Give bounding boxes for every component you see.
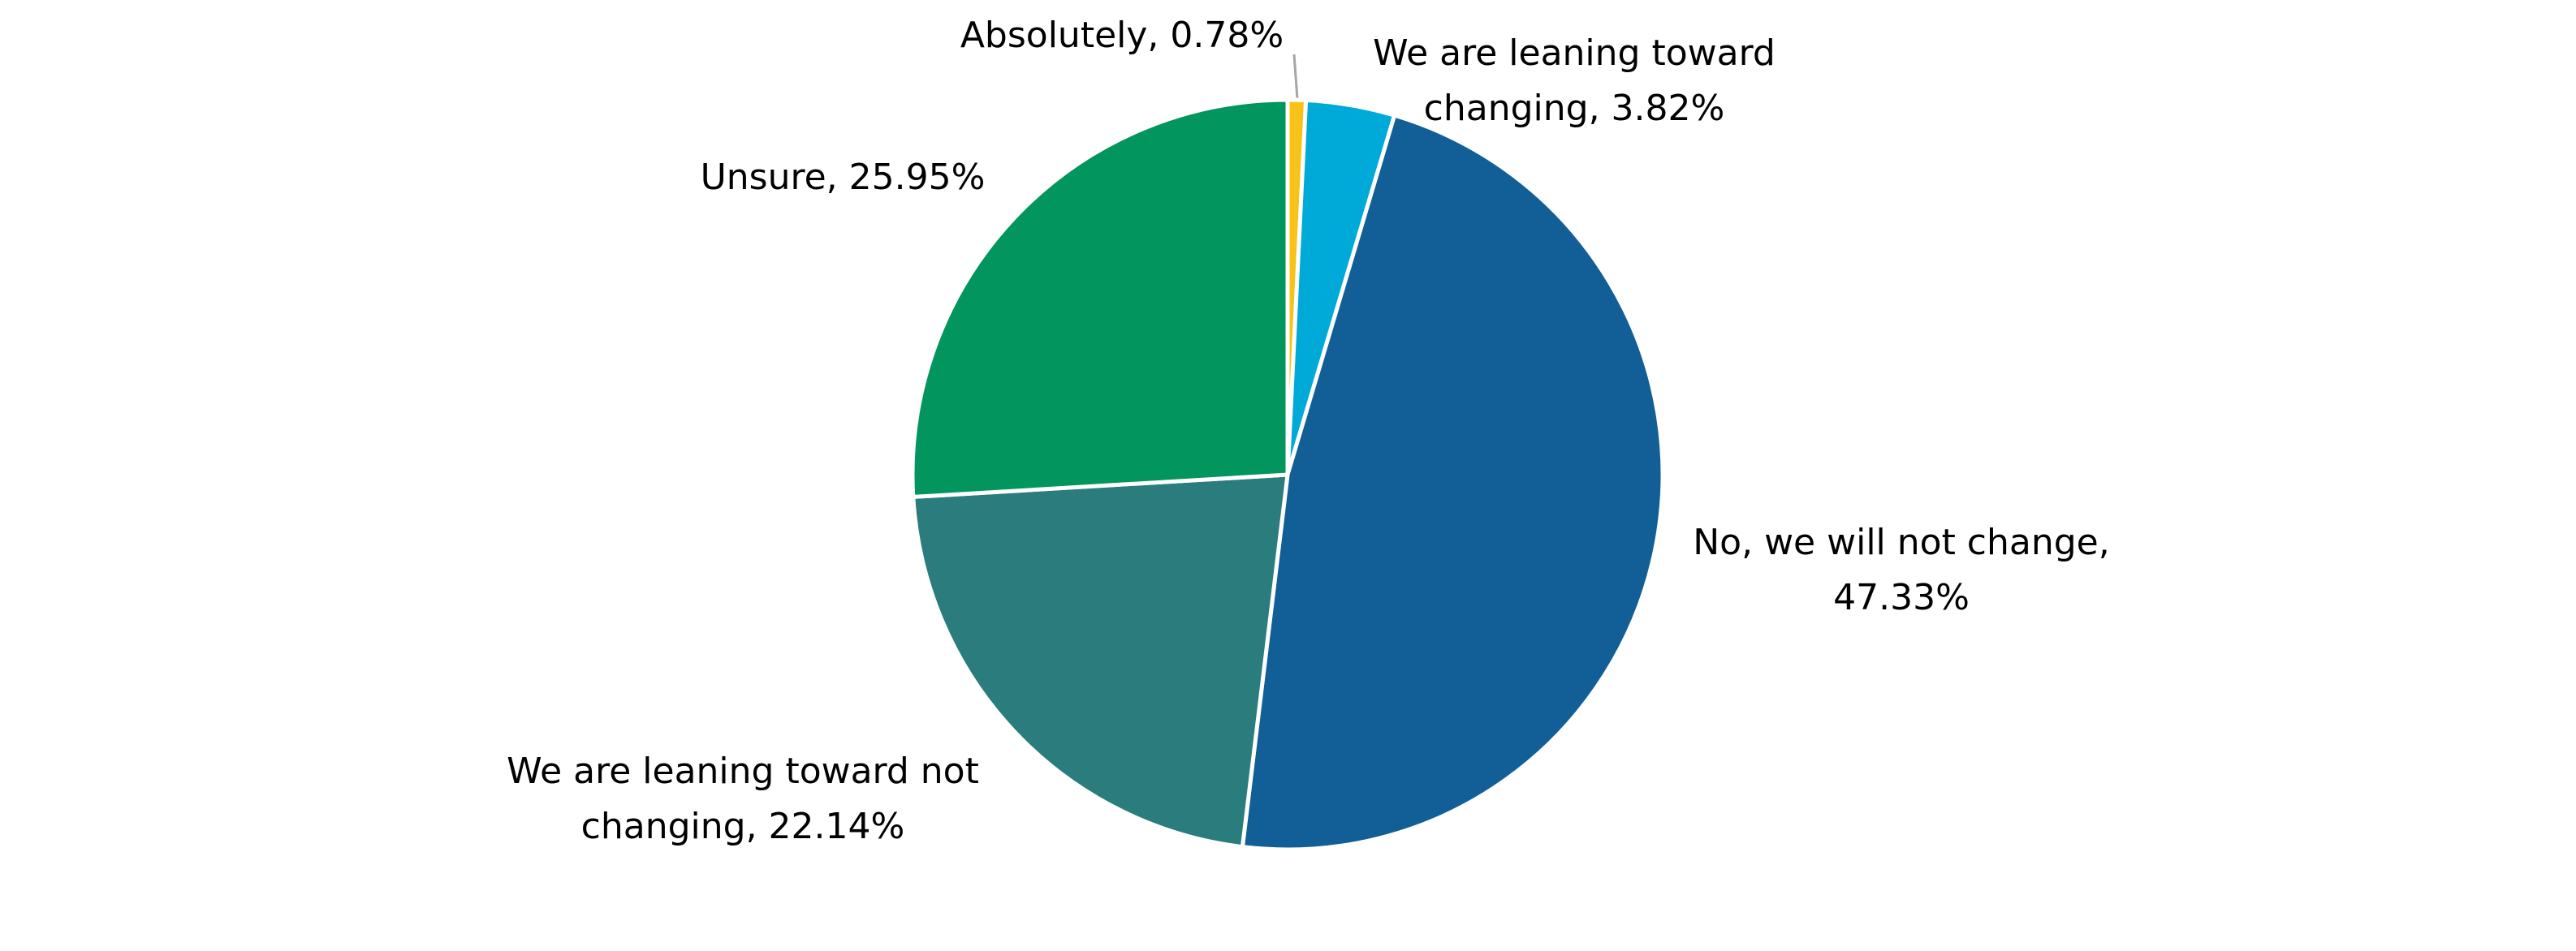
leader-line <box>1292 54 1299 100</box>
data-label: Unsure, 25.95% <box>700 157 986 198</box>
data-label: We are leaning toward changing, 3.82% <box>1373 32 1776 129</box>
data-label: Absolutely, 0.78% <box>960 15 1284 56</box>
pie-slice <box>910 97 1290 500</box>
pie-slice <box>1240 113 1665 852</box>
pie-slice <box>911 472 1290 850</box>
data-label: No, we will not change, 47.33% <box>1693 522 2110 618</box>
data-label: We are leaning toward not changing, 22.1… <box>507 751 979 847</box>
